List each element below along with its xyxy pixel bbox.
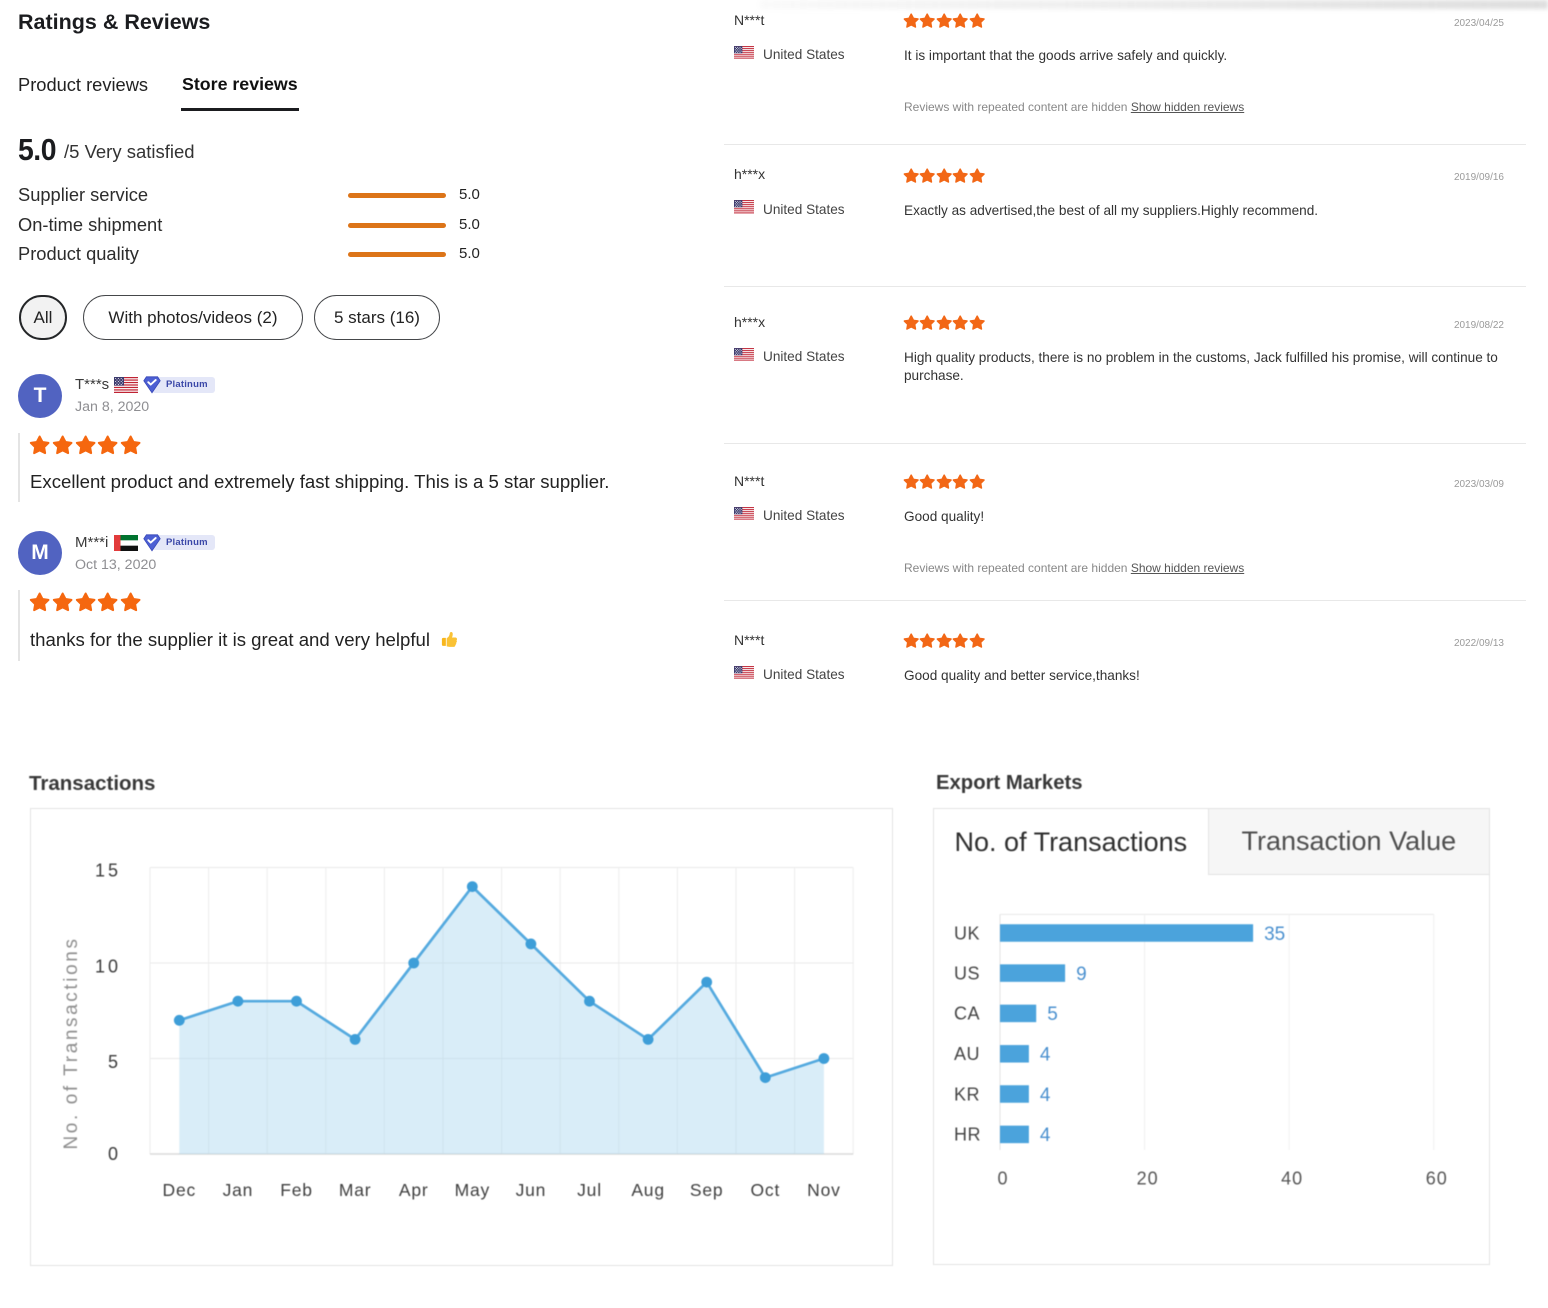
svg-text:Aug: Aug: [631, 1180, 665, 1200]
svg-text:Jan: Jan: [223, 1180, 254, 1200]
svg-text:Dec: Dec: [163, 1180, 197, 1200]
svg-text:Jun: Jun: [516, 1180, 547, 1200]
svg-text:4: 4: [1040, 1045, 1051, 1066]
svg-text:4: 4: [1040, 1125, 1051, 1146]
svg-text:KR: KR: [954, 1084, 980, 1104]
svg-text:5: 5: [108, 1052, 121, 1072]
svg-text:40: 40: [1281, 1169, 1303, 1189]
svg-text:HR: HR: [954, 1125, 981, 1145]
svg-text:Nov: Nov: [807, 1180, 841, 1200]
svg-text:4: 4: [1040, 1085, 1051, 1106]
svg-text:Jul: Jul: [577, 1180, 602, 1200]
svg-text:10: 10: [95, 956, 121, 976]
svg-text:Sep: Sep: [690, 1180, 724, 1200]
svg-text:UK: UK: [954, 923, 980, 943]
svg-text:US: US: [954, 963, 980, 983]
svg-text:35: 35: [1264, 924, 1285, 945]
svg-text:Feb: Feb: [280, 1180, 313, 1200]
svg-text:0: 0: [997, 1169, 1008, 1189]
svg-text:AU: AU: [954, 1044, 980, 1064]
svg-text:0: 0: [108, 1144, 121, 1164]
svg-text:No. of Transactions: No. of Transactions: [61, 936, 82, 1149]
svg-text:15: 15: [95, 861, 121, 881]
svg-text:May: May: [455, 1180, 490, 1200]
svg-text:5: 5: [1047, 1004, 1058, 1025]
svg-text:CA: CA: [954, 1004, 980, 1024]
svg-text:Apr: Apr: [399, 1180, 429, 1200]
svg-text:9: 9: [1076, 964, 1087, 985]
svg-text:Mar: Mar: [339, 1180, 372, 1200]
svg-text:Oct: Oct: [750, 1180, 780, 1200]
svg-text:20: 20: [1137, 1169, 1159, 1189]
svg-text:60: 60: [1426, 1169, 1448, 1189]
